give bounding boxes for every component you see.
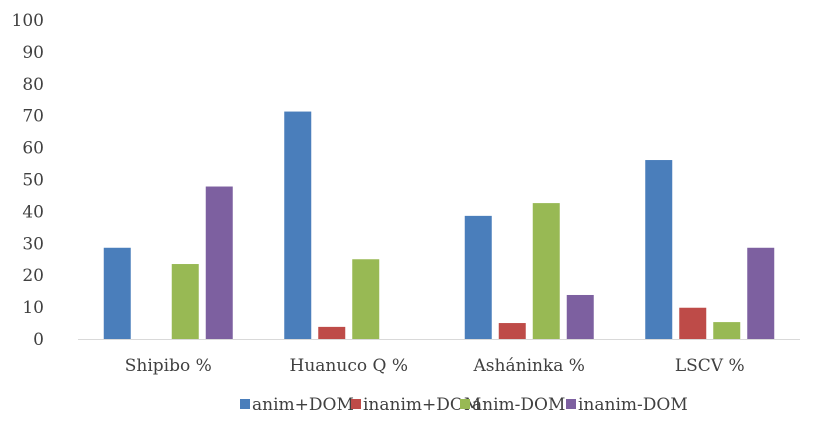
x-category-label: Asháninka % [473,356,585,376]
y-axis-ticks: 0 10 20 30 40 50 60 70 80 90 100 [12,11,44,350]
y-tick-label: 60 [22,139,44,159]
y-tick-label: 50 [22,171,44,191]
bar-anim-dom-2 [464,215,492,339]
y-tick-label: 30 [22,234,44,254]
bars [103,111,775,339]
legend-label: inanim-DOM [578,395,688,415]
x-axis-labels: Shipibo % Huanuco Q % Asháninka % LSCV % [125,356,745,376]
bar-inanim-dom-0 [205,186,233,339]
legend-label: inanim+DOM [363,395,481,415]
y-tick-label: 20 [22,266,44,286]
bar-inanim-dom-1 [318,326,346,339]
legend-label: anim-DOM [472,395,565,415]
x-category-label: Shipibo % [125,356,212,376]
bar-inanim-dom-3 [747,247,775,339]
legend-swatch [351,399,361,409]
bar-anim-dom-0 [103,247,131,339]
bar-inanim-dom-2 [498,323,526,339]
legend-swatch [240,399,250,409]
y-tick-label: 40 [22,202,44,222]
legend-swatch [460,399,470,409]
bar-anim-dom-3 [645,160,673,339]
y-tick-label: 0 [33,330,44,350]
y-tick-label: 10 [22,298,44,318]
x-category-label: LSCV % [675,356,745,376]
y-tick-label: 100 [12,11,44,31]
legend-label: anim+DOM [252,395,354,415]
bar-anim-dom-2 [532,203,560,339]
bar-anim-dom-0 [171,264,199,339]
bar-inanim-dom-2 [566,294,594,339]
bar-anim-dom-1 [284,111,312,339]
y-tick-label: 90 [22,43,44,63]
legend-swatch [566,399,576,409]
bar-inanim-dom-3 [679,307,707,339]
y-tick-label: 80 [22,75,44,95]
x-category-label: Huanuco Q % [290,356,408,376]
y-tick-label: 70 [22,107,44,127]
bar-anim-dom-1 [352,259,380,339]
bar-anim-dom-3 [713,322,741,339]
